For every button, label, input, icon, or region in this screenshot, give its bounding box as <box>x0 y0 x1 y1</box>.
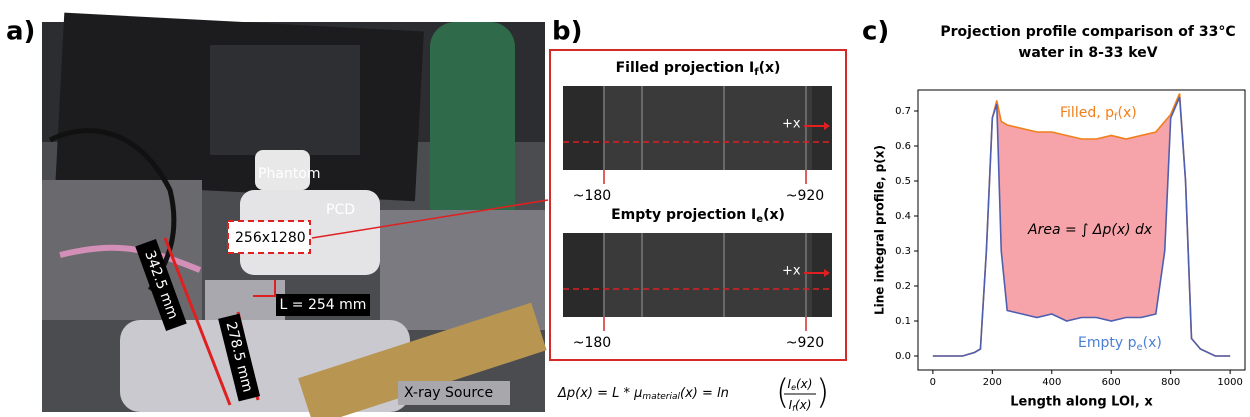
x-tick-label: 600 <box>1102 377 1121 388</box>
panel-label: c) <box>862 17 889 47</box>
photo <box>42 13 547 417</box>
y-tick-label: 0.1 <box>895 316 911 327</box>
paren: ) <box>816 373 829 413</box>
title-part: (x) <box>763 207 785 223</box>
title-part: Empty projection I <box>611 207 756 223</box>
area-formula: Area = ∫ Δp(x) dx <box>1027 222 1153 238</box>
projection-title: Filled projection If(x) <box>616 60 781 78</box>
formula-part: (x) <box>796 377 812 391</box>
formula-part: material <box>642 392 680 402</box>
panel-label: b) <box>552 17 583 47</box>
x-axis-label: Length along LOI, x <box>1010 395 1153 410</box>
formula: Δp(x) = L * μmaterial(x) = ln <box>557 386 729 402</box>
x-tick-label: 200 <box>983 377 1002 388</box>
formula-part: (x) = ln <box>680 386 729 401</box>
chart-title: water in 8-33 keV <box>1018 45 1157 61</box>
label-part: Filled, p <box>1060 105 1114 121</box>
x-tick-label: 800 <box>1161 377 1180 388</box>
label-part: (x) <box>1118 105 1137 121</box>
position-label: ~180 <box>573 188 611 204</box>
label-part: Empty p <box>1078 335 1137 351</box>
y-tick-label: 0.7 <box>895 106 911 117</box>
panel-label: a) <box>6 17 35 47</box>
photo-label: PCD <box>326 202 355 218</box>
formula-part: Δp(x) = L * μ <box>557 386 642 401</box>
x-tick-label: 1000 <box>1217 377 1242 388</box>
photo-label: X-ray Source <box>404 385 493 401</box>
title-part: (x) <box>759 60 781 76</box>
position-label: ~920 <box>786 335 824 351</box>
y-tick-label: 0.5 <box>895 176 911 187</box>
formula: Ie(x) <box>788 377 813 392</box>
y-axis-label: Line integral profile, p(x) <box>873 145 887 315</box>
series-label: Empty pe(x) <box>1078 335 1162 353</box>
x-tick-label: 0 <box>930 377 936 388</box>
photo-label: Phantom <box>258 166 320 182</box>
projection-band <box>812 86 832 170</box>
x-tick-label: 400 <box>1042 377 1061 388</box>
direction-label: +x <box>782 264 801 279</box>
title-part: Filled projection I <box>616 60 755 76</box>
chart-title: Projection profile comparison of 33°C <box>940 24 1235 40</box>
projection-title: Empty projection Ie(x) <box>611 207 785 225</box>
y-tick-label: 0.6 <box>895 141 911 152</box>
y-tick-label: 0.0 <box>895 351 911 362</box>
projection-band <box>563 233 603 317</box>
paren: ( <box>776 373 789 413</box>
photo-label: L = 254 mm <box>280 297 367 313</box>
projection-band <box>812 233 832 317</box>
y-tick-label: 0.4 <box>895 211 911 222</box>
formula-part: (x) <box>795 398 811 412</box>
position-label: ~920 <box>786 188 824 204</box>
y-tick-label: 0.2 <box>895 281 911 292</box>
figure: a) Phantom PCD 256x1280 342.5 mm 278.5 m… <box>0 0 1250 417</box>
photo-label: 256x1280 <box>235 230 306 246</box>
series-label: Filled, pf(x) <box>1060 105 1137 123</box>
formula: If(x) <box>789 398 812 413</box>
label-part: (x) <box>1143 335 1162 351</box>
y-tick-label: 0.3 <box>895 246 911 257</box>
position-label: ~180 <box>573 335 611 351</box>
direction-label: +x <box>782 117 801 132</box>
projection-band <box>563 86 603 170</box>
